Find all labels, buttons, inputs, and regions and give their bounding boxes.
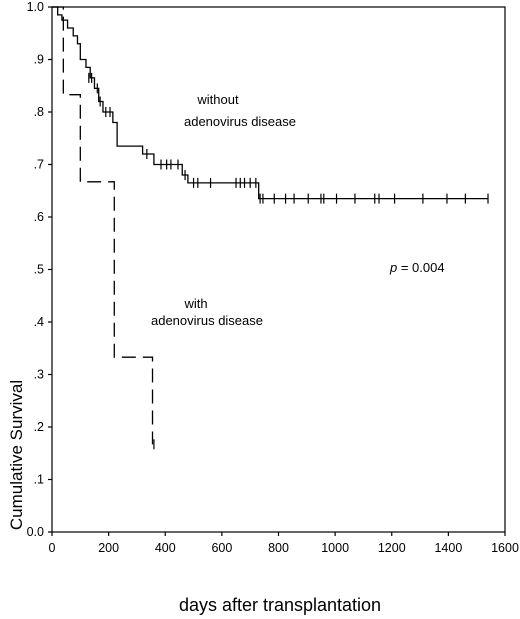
y-tick-label: .6 — [34, 210, 44, 224]
p-value-text: = 0.004 — [397, 260, 444, 275]
series-label-without: without adenovirus disease — [184, 92, 296, 129]
series-layer — [52, 6, 489, 450]
p-value-annotation: p = 0.004 — [389, 260, 445, 275]
y-tick-label: .9 — [34, 53, 44, 67]
y-tick-label: 1.0 — [27, 0, 44, 14]
p-value-symbol: p — [389, 260, 397, 275]
x-tick-label: 1400 — [434, 541, 462, 555]
x-axis: 0 200 400 600 800 1000 1200 1400 1600 — [49, 532, 519, 555]
series-label-without-line2: adenovirus disease — [184, 114, 296, 129]
survival-curve-with — [52, 6, 154, 445]
y-tick-label: .1 — [34, 473, 44, 487]
y-tick-label: .5 — [34, 263, 44, 277]
series-label-with: with adenovirus disease — [151, 296, 263, 328]
x-tick-label: 400 — [155, 541, 176, 555]
x-tick-label: 0 — [49, 541, 56, 555]
x-tick-label: 1200 — [378, 541, 406, 555]
x-tick-label: 600 — [211, 541, 232, 555]
x-axis-title: days after transplantation — [179, 595, 381, 615]
y-tick-label: .2 — [34, 420, 44, 434]
y-tick-label: .7 — [34, 158, 44, 172]
y-axis: 0.0 .1 .2 .3 .4 .5 .6 .7 .8 .9 1.0 — [27, 0, 52, 539]
x-tick-label: 1600 — [491, 541, 519, 555]
x-tick-label: 800 — [268, 541, 289, 555]
y-tick-label: 0.0 — [27, 525, 44, 539]
series-label-with-line1: with — [183, 296, 207, 311]
y-tick-label: .8 — [34, 105, 44, 119]
series-label-without-line1: without — [196, 92, 239, 107]
x-tick-label: 200 — [98, 541, 119, 555]
y-axis-title: Cumulative Survival — [7, 380, 26, 530]
survival-curve-without — [52, 6, 489, 200]
y-tick-label: .3 — [34, 368, 44, 382]
y-tick-label: .4 — [34, 315, 44, 329]
series-label-with-line2: adenovirus disease — [151, 313, 263, 328]
x-tick-label: 1000 — [321, 541, 349, 555]
